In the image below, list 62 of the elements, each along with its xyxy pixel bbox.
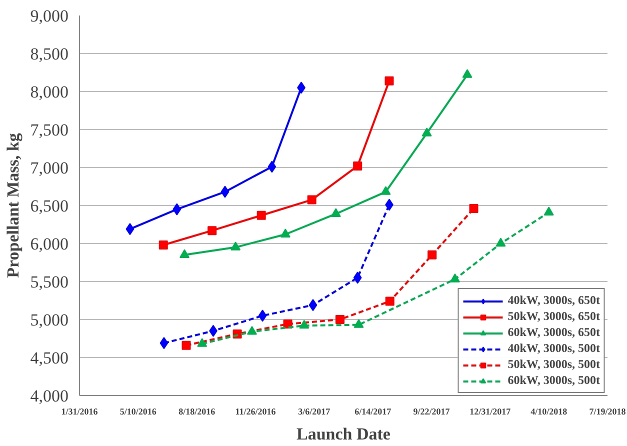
point — [230, 242, 241, 250]
point — [354, 319, 364, 328]
x-axis-title: Launch Date — [296, 424, 391, 444]
point — [384, 76, 394, 86]
point — [182, 340, 191, 350]
point — [258, 310, 267, 322]
point — [172, 203, 182, 216]
x-tick-label: 12/31/2017 — [470, 406, 512, 416]
point — [380, 186, 391, 195]
legend-label: 60kW, 3000s, 650t — [508, 325, 600, 340]
point — [428, 250, 437, 260]
point — [330, 208, 341, 217]
point — [422, 128, 432, 136]
point — [307, 195, 316, 204]
y-tick-label: 6,000 — [30, 234, 68, 254]
point — [220, 186, 230, 198]
point — [280, 228, 290, 238]
point — [353, 272, 362, 284]
point — [208, 226, 217, 236]
point — [268, 160, 276, 173]
y-tick-label: 5,500 — [30, 272, 68, 292]
x-tick-label: 11/26/2016 — [235, 406, 276, 416]
point — [299, 320, 310, 329]
point — [246, 326, 257, 335]
x-tick-label: 1/31/2016 — [61, 406, 98, 416]
y-tick-label: 4,000 — [30, 386, 68, 406]
point — [469, 204, 478, 214]
x-tick-label: 7/19/2018 — [589, 406, 626, 416]
y-axis-title: Propellant Mass, kg — [3, 132, 22, 278]
x-tick-label: 6/14/2017 — [354, 406, 392, 416]
legend-label: 40kW, 3000s, 650t — [508, 293, 600, 308]
point — [496, 238, 506, 247]
y-tick-label: 7,500 — [30, 120, 68, 140]
point — [544, 206, 554, 216]
y-tick-label: 9,000 — [30, 6, 68, 26]
point — [385, 296, 394, 306]
legend-label: 60kW, 3000s, 500t — [508, 373, 600, 388]
point — [450, 274, 460, 282]
y-tick-label: 5,000 — [30, 310, 68, 330]
x-tick-label: 4/10/2018 — [530, 406, 568, 416]
point — [197, 338, 208, 347]
point — [462, 69, 472, 78]
point — [180, 249, 190, 258]
x-tick-label: 3/6/2017 — [298, 406, 331, 416]
point — [353, 161, 362, 170]
x-tick-label: 9/22/2017 — [413, 406, 450, 416]
legend-label: 50kW, 3000s, 500t — [508, 357, 600, 372]
point — [160, 337, 168, 350]
legend-label: 50kW, 3000s, 650t — [508, 309, 600, 324]
y-tick-label: 8,000 — [30, 82, 68, 102]
point — [158, 240, 168, 250]
y-tick-label: 7,000 — [30, 158, 68, 178]
y-tick-label: 8,500 — [30, 44, 68, 64]
point — [256, 210, 266, 220]
y-tick-label: 6,500 — [30, 196, 68, 216]
legend-label: 40kW, 3000s, 500t — [508, 341, 600, 356]
y-tick-label: 4,500 — [30, 348, 68, 368]
point — [308, 299, 318, 312]
x-tick-label: 8/18/2016 — [178, 406, 216, 416]
point — [126, 223, 134, 236]
x-tick-label: 5/10/2016 — [120, 406, 157, 416]
point — [335, 315, 344, 324]
